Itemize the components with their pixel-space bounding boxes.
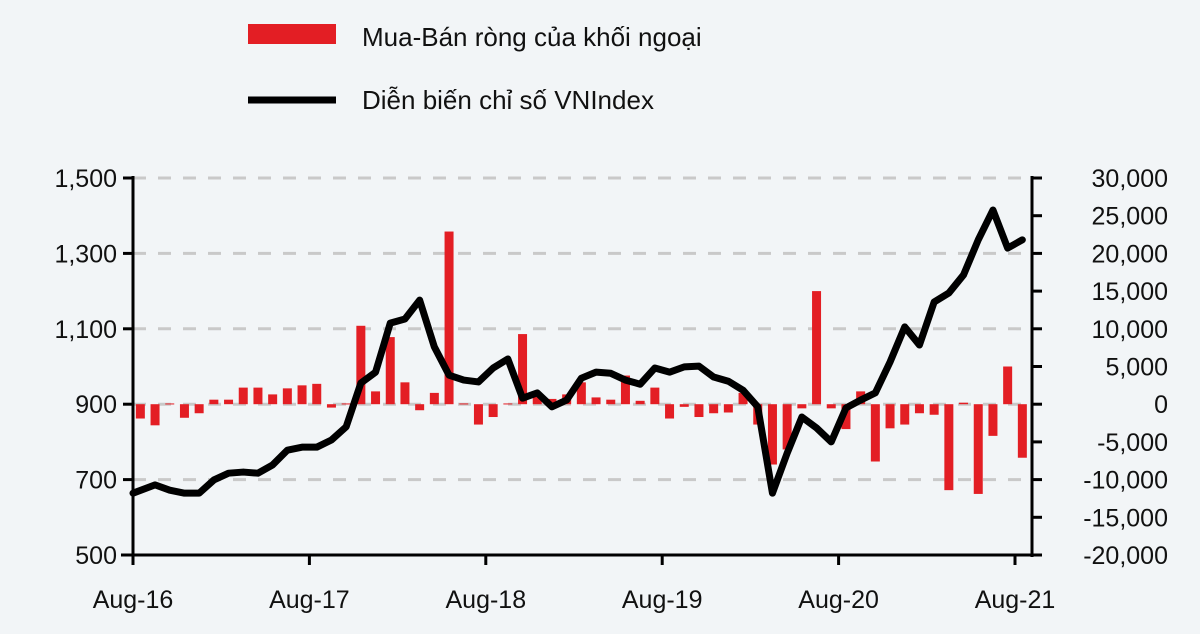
right-tick-label: -10,000 (1083, 467, 1168, 495)
bar-Aug-17 (312, 383, 322, 405)
bar-Nov-18 (532, 395, 542, 405)
right-tick-label: -20,000 (1083, 542, 1168, 570)
bar-Oct-18 (518, 334, 528, 405)
left-tick-label: 500 (75, 542, 117, 570)
bar-Oct-16 (165, 403, 175, 405)
bar-Aug-19 (665, 404, 675, 419)
bar-Jun-21 (988, 404, 998, 436)
right-tick-label: 25,000 (1092, 203, 1168, 231)
bar-Aug-18 (488, 404, 498, 418)
bar-Jul-18 (473, 404, 483, 425)
bar-Dec-17 (371, 391, 381, 405)
left-tick-label: 1,100 (54, 316, 117, 344)
bar-Mar-21 (944, 404, 954, 491)
bar-Aug-21 (1017, 404, 1027, 458)
bar-May-17 (268, 394, 278, 405)
bar-May-19 (620, 375, 630, 405)
bar-Feb-18 (400, 382, 410, 405)
legend-label-bar: Mua-Bán ròng của khối ngoại (362, 22, 702, 52)
bar-Jan-18 (385, 337, 395, 405)
legend-label-line: Diễn biến chỉ số VNIndex (362, 85, 654, 115)
bar-Jul-21 (1003, 366, 1013, 405)
bar-Nov-16 (179, 404, 189, 418)
right-tick-label: 30,000 (1092, 165, 1168, 193)
x-tick-label: Aug-20 (798, 586, 879, 614)
left-tick-label: 900 (75, 391, 117, 419)
right-tick-label: 20,000 (1092, 240, 1168, 268)
bar-Feb-17 (224, 399, 234, 405)
bar-Mar-20 (767, 404, 777, 465)
bar-Apr-18 (429, 392, 439, 405)
bar-Dec-18 (547, 398, 557, 405)
bar-Sep-17 (326, 404, 336, 408)
bar-Jul-20 (826, 404, 836, 409)
bar-Jan-17 (209, 399, 219, 405)
right-tick-label: -15,000 (1083, 504, 1168, 532)
bar-Jun-18 (459, 403, 469, 405)
bar-Jan-20 (738, 392, 748, 405)
bar-Apr-19 (606, 399, 616, 405)
bar-Nov-19 (709, 404, 719, 414)
bar-Jun-19 (635, 400, 645, 405)
bar-Mar-17 (238, 387, 248, 405)
right-tick-label: 0 (1154, 391, 1168, 419)
x-tick-label: Aug-19 (622, 586, 703, 614)
bar-Mar-19 (591, 397, 601, 405)
bar-Feb-21 (929, 404, 939, 415)
bar-Dec-19 (723, 404, 733, 413)
right-tick-label: 5,000 (1105, 354, 1168, 382)
bar-Feb-19 (576, 382, 586, 405)
right-tick-label: -5,000 (1097, 429, 1168, 457)
bar-Dec-16 (194, 404, 204, 414)
x-tick-label: Aug-18 (445, 586, 526, 614)
x-tick-label: Aug-16 (93, 586, 174, 614)
bar-Jul-19 (650, 387, 660, 405)
bar-Apr-20 (782, 404, 792, 450)
bar-Jul-17 (297, 385, 307, 405)
bar-Dec-20 (900, 404, 910, 425)
bar-May-21 (973, 404, 983, 494)
bar-May-18 (444, 231, 454, 405)
bar-Sep-16 (150, 404, 160, 426)
right-tick-label: 10,000 (1092, 316, 1168, 344)
x-tick-label: Aug-17 (269, 586, 350, 614)
bar-Apr-17 (253, 387, 263, 405)
legend: Mua-Bán ròng của khối ngoại Diễn biến ch… (248, 22, 702, 115)
bar-Jun-17 (282, 388, 292, 405)
bar-Apr-21 (959, 402, 969, 405)
bar-Nov-20 (885, 404, 895, 429)
bar-Oct-20 (870, 404, 880, 462)
left-tick-label: 700 (75, 467, 117, 495)
left-tick-label: 1,500 (54, 165, 117, 193)
bar-Aug-16 (135, 404, 145, 419)
bar-Oct-19 (694, 404, 704, 418)
bar-Jun-20 (812, 291, 822, 405)
bar-Nov-17 (356, 325, 366, 405)
bar-Sep-19 (679, 404, 689, 407)
x-tick-label: Aug-21 (975, 586, 1056, 614)
bar-Oct-17 (341, 403, 351, 405)
bar-Jan-21 (914, 404, 924, 414)
bar-Sep-18 (503, 403, 513, 405)
bar-Mar-18 (415, 404, 425, 411)
legend-swatch-bar (248, 24, 336, 44)
left-tick-label: 1,300 (54, 240, 117, 268)
bar-May-20 (797, 404, 807, 409)
right-tick-label: 15,000 (1092, 278, 1168, 306)
